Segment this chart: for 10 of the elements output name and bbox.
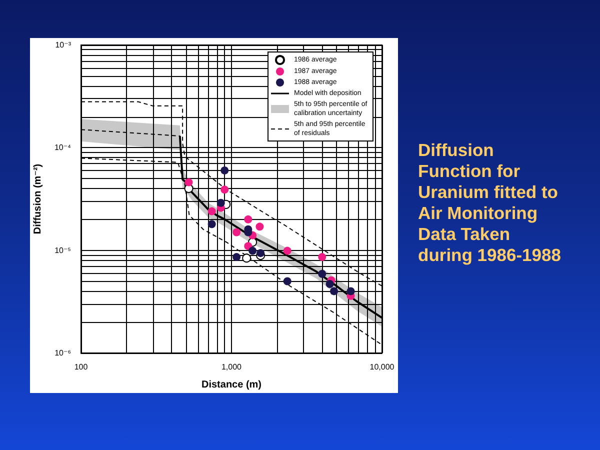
y-tick-label: 10⁻³ (55, 40, 72, 50)
x-tick-label: 100 (74, 362, 88, 372)
y-tick-label: 10⁻⁵ (54, 246, 71, 255)
x-tick-label: 10,000 (370, 362, 395, 372)
x-tick-label: 1,000 (221, 362, 242, 372)
x-axis-title: Distance (m) (201, 380, 262, 390)
y-axis-title: Diffusion (m⁻²) (32, 164, 44, 234)
y-tick-label: 10⁻⁶ (54, 348, 71, 358)
text: Diffusion Function for Uranium fitted to Air Monitoring Data Taken during 1986-1988 (418, 140, 562, 266)
y-tick-label: 10⁻⁴ (54, 143, 72, 152)
